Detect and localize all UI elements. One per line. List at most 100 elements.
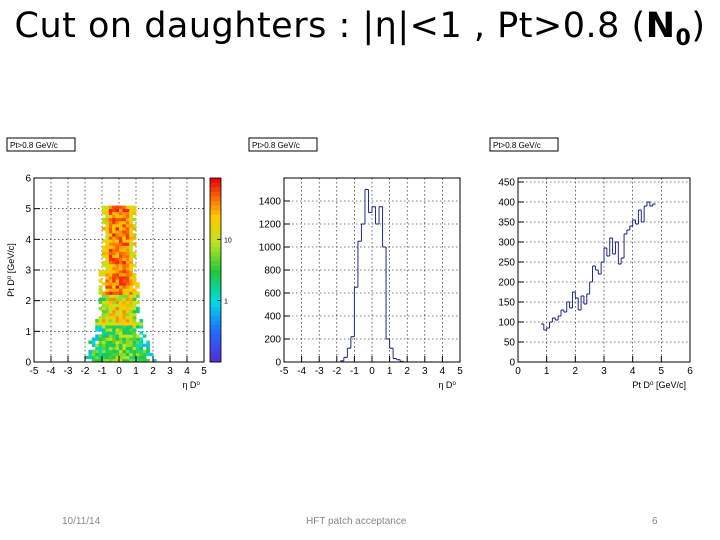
heatmap-cell xyxy=(112,297,116,301)
heatmap-cell xyxy=(102,245,106,249)
heatmap-cell xyxy=(136,282,140,286)
heatmap-cell xyxy=(105,245,110,249)
y-tick-label: 1000 xyxy=(259,243,282,254)
heatmap-cell xyxy=(105,309,110,314)
heatmap-cell xyxy=(129,266,133,271)
heatmap-cell xyxy=(132,355,137,360)
heatmap-cell xyxy=(115,303,120,308)
heatmap-cell xyxy=(129,270,133,274)
heatmap-cell xyxy=(122,279,127,283)
heatmap-cell xyxy=(119,208,123,213)
heatmap-cell xyxy=(129,309,133,314)
heatmap-cell xyxy=(129,288,133,292)
title-box-border xyxy=(6,137,76,152)
heatmap-cell xyxy=(125,266,130,271)
heatmap-cell xyxy=(136,340,140,344)
heatmap-cell xyxy=(132,337,137,341)
heatmap-cell xyxy=(102,220,106,225)
heatmap-cell xyxy=(122,227,127,231)
color-scale-segment xyxy=(210,237,221,243)
heatmap-cell xyxy=(132,297,137,301)
heatmap-cell xyxy=(108,319,113,323)
color-scale-segment xyxy=(210,242,221,248)
heatmap-cell xyxy=(112,230,116,234)
heatmap-cell xyxy=(91,349,96,354)
heatmap-cell xyxy=(108,337,113,341)
heatmap-cell xyxy=(122,334,127,338)
color-scale-segment xyxy=(210,270,221,276)
heatmap-cell xyxy=(115,251,120,255)
heatmap-cell xyxy=(115,325,120,329)
heatmap-cell xyxy=(119,352,123,357)
heatmap-cell xyxy=(115,309,120,314)
color-scale-segment xyxy=(210,191,221,197)
x-tick-label: -2 xyxy=(332,366,341,377)
heatmap-cell xyxy=(132,300,137,305)
heatmap-cell xyxy=(132,328,137,332)
heatmap-cell xyxy=(122,239,127,243)
footer-page-number: 6 xyxy=(652,516,658,527)
heatmap-cell xyxy=(132,233,137,237)
heatmap-cell xyxy=(122,343,127,347)
heatmap-cell xyxy=(105,300,110,305)
heatmap-cell xyxy=(119,312,123,317)
y-tick-label: 0 xyxy=(275,358,281,369)
heatmap-cell xyxy=(146,352,150,357)
heatmap-cell xyxy=(105,312,110,317)
heatmap-cell xyxy=(136,325,140,329)
x-tick-label: 2 xyxy=(150,366,156,377)
histogram-bins xyxy=(540,201,656,331)
heatmap-cell xyxy=(108,224,113,228)
heatmap-cell xyxy=(136,349,140,354)
heatmap-cell xyxy=(125,220,130,225)
heatmap-cell xyxy=(136,352,140,357)
heatmap-cell xyxy=(98,337,103,341)
heatmap-cell xyxy=(142,349,147,354)
heatmap-cell xyxy=(105,208,110,213)
heatmap-cell xyxy=(122,217,127,222)
heatmap-cell xyxy=(125,328,130,332)
heatmap-cell xyxy=(146,343,150,347)
heatmap-cell xyxy=(98,288,103,292)
heatmap-cell xyxy=(112,331,116,335)
heatmap-cell xyxy=(108,294,113,298)
heatmap-cell xyxy=(115,208,120,213)
heatmap-cell xyxy=(129,337,133,341)
x-axis-label: η D⁰ xyxy=(438,380,456,390)
heatmap-cell xyxy=(112,245,116,249)
heatmap-cell xyxy=(102,312,106,317)
heatmap-cell xyxy=(115,257,120,262)
heatmap-cell xyxy=(105,306,110,311)
heatmap-cell xyxy=(132,340,137,344)
heatmap-cell xyxy=(146,340,150,344)
heatmap-cell xyxy=(139,346,144,351)
heatmap-cell xyxy=(129,306,133,311)
heatmap-cell xyxy=(112,334,116,338)
heatmap-cell xyxy=(112,242,116,246)
color-scale-segment xyxy=(210,219,221,225)
x-tick-label: -1 xyxy=(350,366,359,377)
heatmap-cell xyxy=(122,248,127,252)
heatmap-cell xyxy=(105,349,110,354)
heatmap-cell xyxy=(125,288,130,292)
heatmap-cell xyxy=(125,230,130,234)
heatmap-cell xyxy=(112,273,116,277)
color-scale-segment xyxy=(210,283,221,289)
heatmap-cell xyxy=(105,294,110,298)
heatmap-cell xyxy=(129,260,133,265)
heatmap-cell xyxy=(125,242,130,246)
heatmap-cell xyxy=(125,309,130,314)
heatmap-cell xyxy=(132,224,137,228)
heatmap-cell xyxy=(108,245,113,249)
heatmap-cell xyxy=(129,294,133,298)
color-scale-segment xyxy=(210,325,221,331)
heatmap-cell xyxy=(98,334,103,338)
heatmap-cell xyxy=(108,211,113,216)
y-tick-label: 250 xyxy=(498,258,515,269)
heatmap-cell xyxy=(139,355,144,360)
x-tick-label: 0 xyxy=(515,366,521,377)
heatmap-cell xyxy=(129,340,133,344)
heatmap-cell xyxy=(102,294,106,298)
heatmap-cell xyxy=(112,236,116,240)
color-scale-segment xyxy=(210,316,221,322)
